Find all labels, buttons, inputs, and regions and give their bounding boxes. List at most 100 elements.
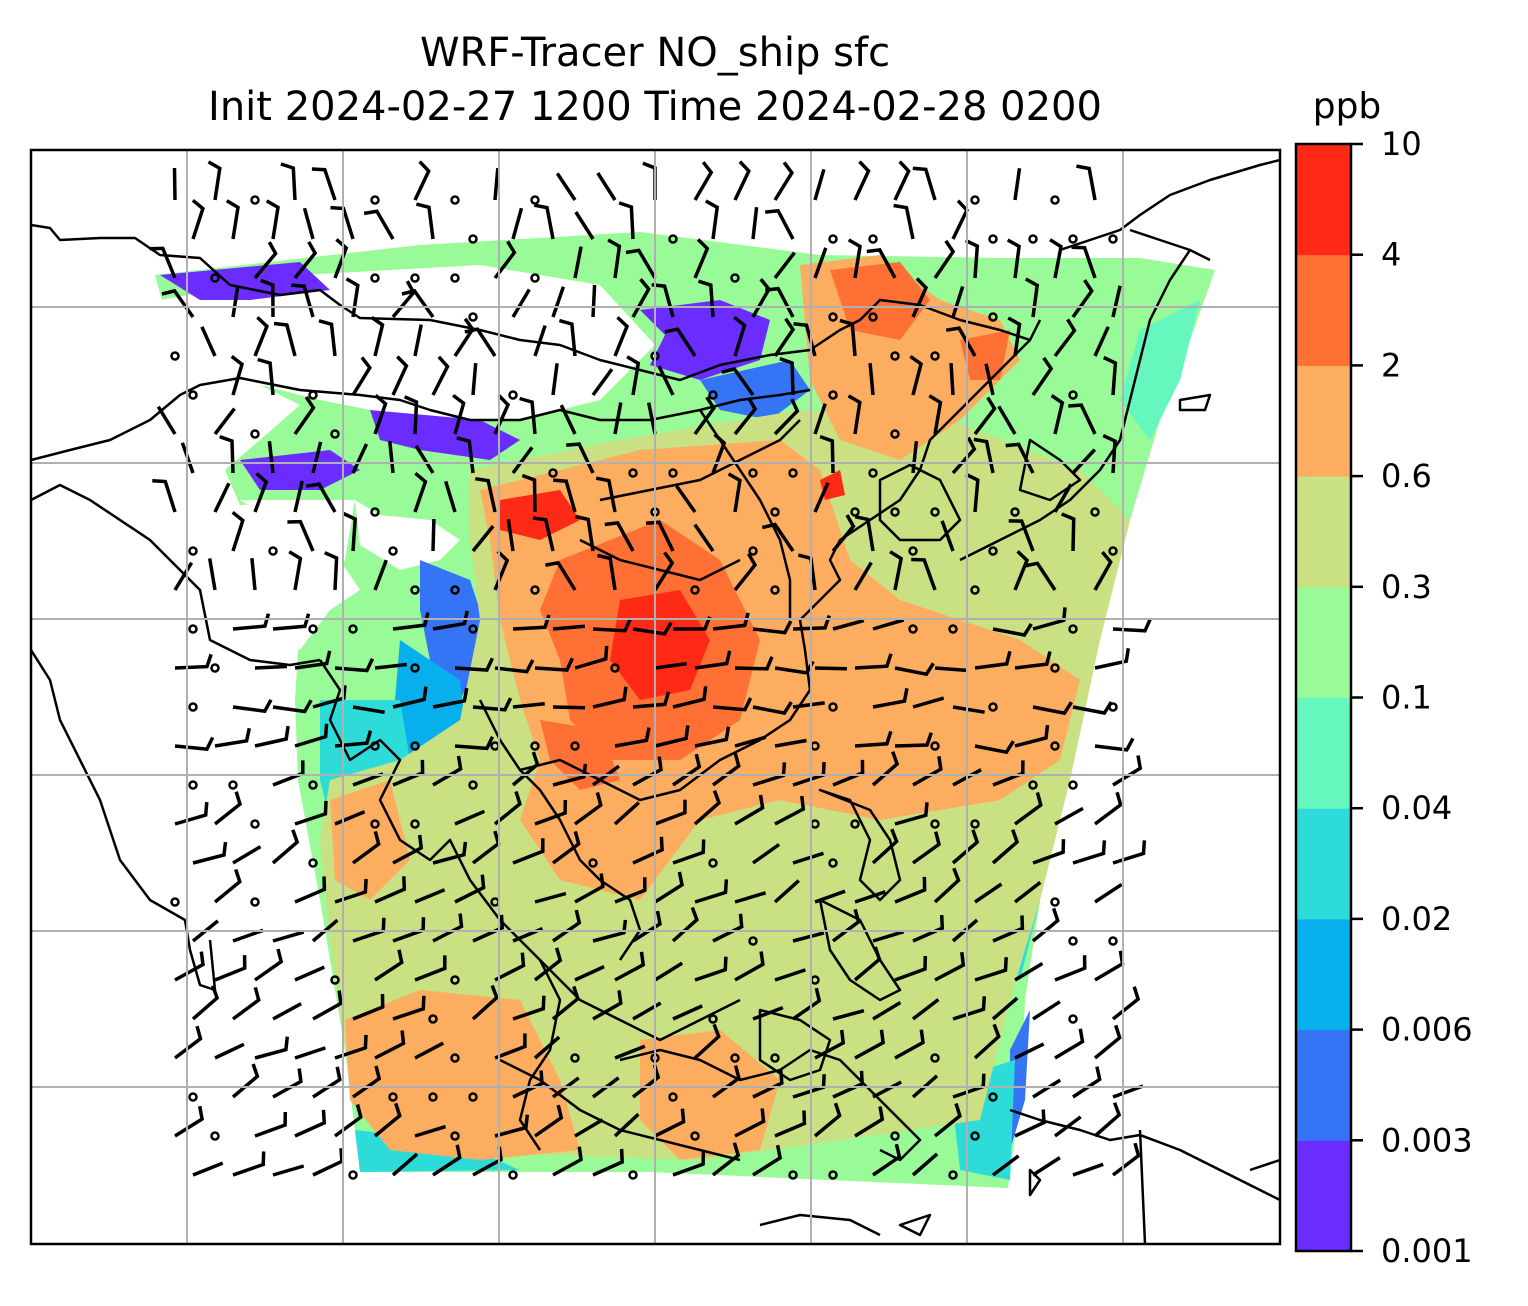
wind-barb (592, 919, 628, 943)
wind-barb (813, 247, 828, 279)
wind-barb (704, 199, 720, 240)
wind-barb (693, 161, 714, 201)
calm-wind-marker (188, 390, 198, 400)
calm-wind-marker (1028, 234, 1038, 244)
wind-barb (254, 1111, 288, 1138)
wind-barb (559, 404, 577, 435)
wind-barb (494, 659, 535, 674)
wind-barb (174, 653, 213, 670)
wind-barb (272, 760, 305, 787)
calm-wind-marker (530, 195, 540, 205)
wind-barb (1061, 512, 1076, 552)
calm-wind-marker (908, 546, 918, 556)
wind-barb (192, 841, 228, 865)
wind-barb (854, 1029, 885, 1060)
calm-wind-marker (250, 897, 260, 907)
wind-barb (1054, 1028, 1085, 1060)
calm-wind-marker (428, 1092, 438, 1102)
wind-barb (511, 207, 524, 240)
wind-barb (1093, 1102, 1122, 1138)
calm-wind-marker (930, 1053, 940, 1063)
wind-barb (294, 1046, 326, 1060)
calm-wind-marker (468, 780, 478, 790)
wind-barb (334, 878, 368, 904)
wind-barb (872, 618, 905, 631)
wind-barb (813, 168, 826, 201)
calm-wind-marker (770, 507, 780, 517)
wind-barb (871, 828, 899, 865)
wind-barb (1031, 356, 1054, 396)
wind-barb (272, 930, 305, 943)
wind-barb (1093, 1024, 1122, 1060)
wind-barb (1068, 403, 1097, 435)
wind-barb (1032, 701, 1073, 716)
wind-barb (934, 666, 968, 673)
wind-barb (253, 241, 278, 280)
wind-barb (591, 368, 614, 397)
wind-barb (592, 618, 632, 633)
wind-barb (511, 288, 531, 318)
calm-wind-marker (730, 273, 740, 283)
wind-barb (893, 160, 911, 201)
wind-barb (512, 995, 546, 1021)
wind-barb (574, 211, 595, 240)
wind-barb (711, 752, 741, 787)
colorbar-box (1296, 144, 1351, 256)
wind-barb (342, 511, 358, 552)
wind-barb (792, 851, 825, 865)
calm-wind-marker (948, 624, 958, 634)
colorbar-tick-label: 10 (1381, 125, 1422, 163)
colorbar-tick-label: 0.001 (1381, 1232, 1473, 1270)
calm-wind-marker (508, 390, 518, 400)
wind-barb (813, 403, 827, 435)
wind-barb (272, 699, 313, 714)
wind-barb (614, 1044, 646, 1060)
wind-barb (272, 1002, 302, 1021)
calm-wind-marker (970, 585, 980, 595)
wind-barb (311, 167, 337, 201)
calm-wind-marker (250, 819, 260, 829)
wind-barb (813, 1102, 842, 1138)
wind-barb (265, 199, 280, 240)
wind-barb (693, 789, 722, 826)
wind-barb (774, 1110, 807, 1138)
wind-barb (1094, 737, 1135, 752)
wind-barb (512, 701, 545, 709)
wind-barb (272, 1068, 303, 1099)
wind-barb (432, 1144, 462, 1177)
wind-barb (657, 365, 675, 396)
calm-wind-marker (468, 1092, 478, 1102)
calm-wind-marker (988, 1092, 998, 1102)
calm-wind-marker (1050, 741, 1060, 751)
wind-barb (752, 1144, 783, 1177)
wind-barb (675, 484, 697, 514)
wind-barb (293, 396, 316, 436)
tracer-field (155, 232, 1215, 1188)
wind-barb (992, 915, 1025, 943)
wind-barb (847, 238, 862, 279)
calm-wind-marker (930, 741, 940, 751)
wind-barb (401, 288, 435, 319)
wind-barb (432, 610, 469, 631)
wind-barb (294, 965, 326, 982)
calm-wind-marker (1050, 897, 1060, 907)
calm-wind-marker (450, 195, 460, 205)
wind-barb (625, 248, 657, 279)
wind-barb (312, 1066, 342, 1099)
wind-barb (872, 930, 905, 943)
wind-barb (334, 730, 373, 748)
wind-barb (964, 238, 980, 279)
calm-wind-marker (610, 663, 620, 673)
wind-barb (632, 691, 671, 709)
wind-barb (311, 441, 323, 474)
wind-barb (872, 687, 909, 709)
calm-wind-marker (170, 351, 180, 361)
calm-wind-marker (788, 1170, 798, 1180)
map-frame (29, 148, 1282, 1246)
wind-barb (573, 792, 603, 826)
colorbar-box (1296, 365, 1351, 477)
wind-barb (672, 753, 702, 787)
wind-barb (574, 645, 609, 670)
wind-barb (302, 207, 315, 240)
calm-wind-marker (988, 234, 998, 244)
